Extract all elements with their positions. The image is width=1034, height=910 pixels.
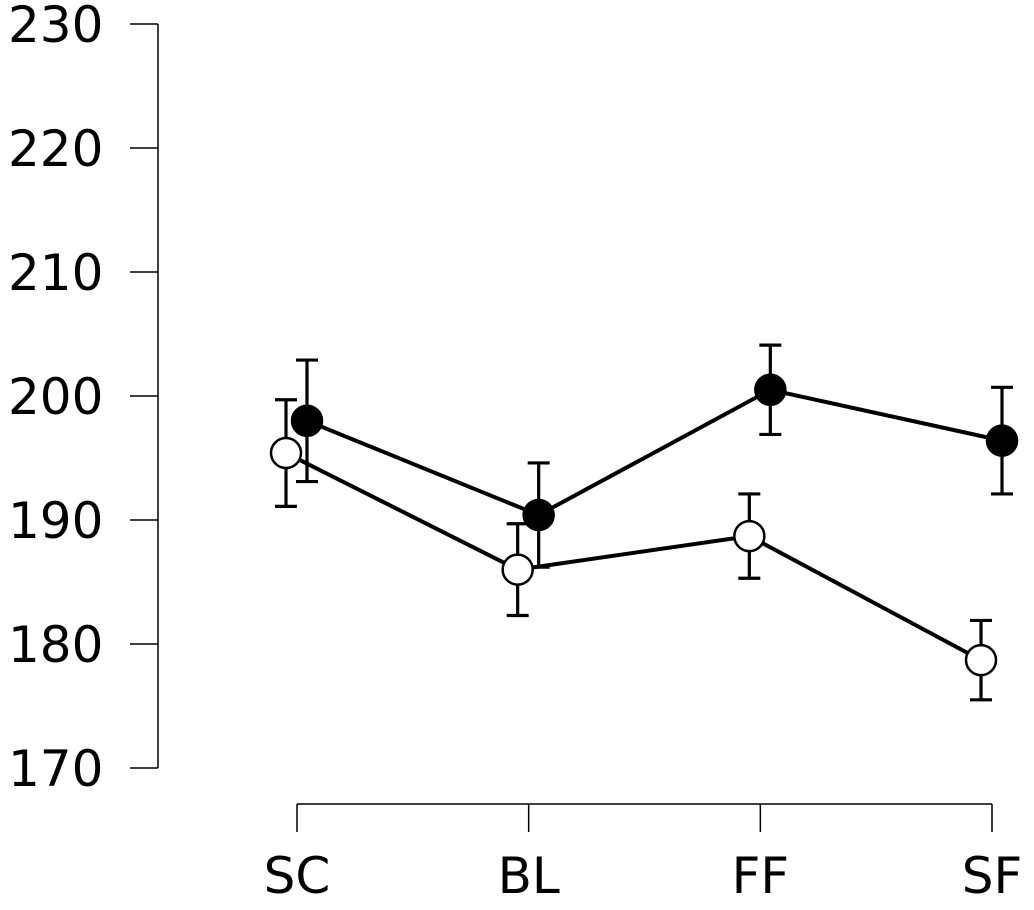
- error-bars: [275, 343, 1013, 702]
- open-data-point: [501, 553, 534, 586]
- series-line: [306, 387, 1003, 518]
- y-tick-label: 180: [8, 616, 103, 674]
- filled-data-point: [290, 404, 324, 438]
- series-lines: [285, 387, 1003, 662]
- series-line: [285, 451, 982, 662]
- y-tick-label: 230: [8, 0, 103, 54]
- plot-area: [269, 343, 1019, 702]
- y-tick-label: 170: [8, 740, 103, 798]
- filled-data-point: [754, 373, 787, 407]
- filled-data-point: [985, 424, 1019, 457]
- filled-data-point: [522, 498, 555, 532]
- open-data-point: [964, 643, 998, 677]
- open-data-point: [269, 436, 303, 470]
- y-tick-label: 220: [8, 120, 103, 178]
- data-points: [269, 373, 1019, 677]
- y-tick-label: 190: [8, 492, 103, 550]
- y-axis: 170 180 190 200 210 220 230: [8, 0, 159, 798]
- x-tick-label: FF: [732, 847, 790, 905]
- open-data-point: [733, 519, 766, 553]
- y-tick-label: 210: [8, 244, 103, 302]
- x-tick-label: SC: [264, 847, 331, 905]
- y-tick-label: 200: [8, 368, 103, 426]
- x-tick-label: SF: [962, 847, 1023, 905]
- x-tick-label: BL: [498, 847, 560, 905]
- x-axis: SC BL FF SF: [264, 803, 1023, 905]
